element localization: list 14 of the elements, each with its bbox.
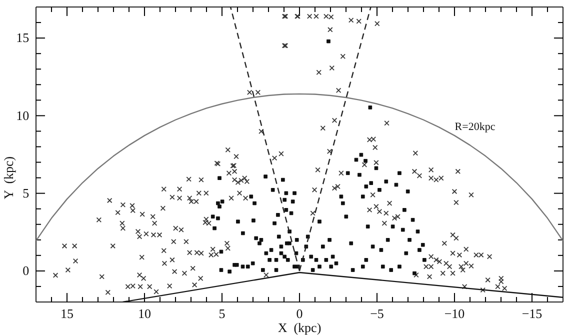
y-tick-label: 0 <box>22 263 30 278</box>
x-tick-label: 10 <box>138 306 151 321</box>
x-tick-label: −10 <box>444 306 465 321</box>
y-tick-label: 15 <box>16 30 30 46</box>
x-tick-label: −5 <box>370 306 384 321</box>
x-tick-label: 0 <box>296 306 303 321</box>
x-tick-label: 5 <box>218 306 226 321</box>
y-axis-title: Y (kpc) <box>1 156 16 200</box>
x-tick-label: 15 <box>60 306 74 321</box>
y-tick-label: 10 <box>16 108 30 123</box>
annotation: R=20kpc <box>454 121 496 133</box>
x-axis-title: X (kpc) <box>278 320 322 335</box>
x-tick-label: −15 <box>522 306 542 321</box>
y-tick-label: 5 <box>22 185 30 200</box>
